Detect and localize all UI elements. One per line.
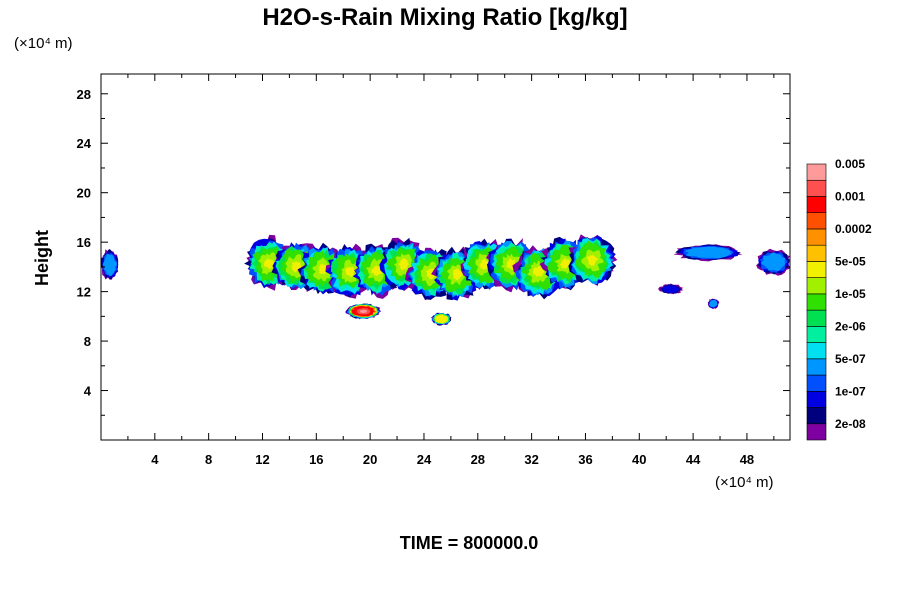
- colorbar: 2e-08 1e-07 5e-07 2e-06 1e-05 5e-05 0.0002 0.00…: [806, 157, 872, 441]
- rain-contour-cell: [434, 314, 449, 324]
- x-tick-label: 4: [151, 452, 159, 467]
- rain-contour-cell: [684, 246, 733, 259]
- x-unit-label: (×10⁴ m): [715, 474, 774, 491]
- rain-contour-cell: [479, 258, 489, 270]
- rain-contour-cell: [660, 285, 680, 294]
- colorbar-label: 1e-07: [835, 384, 866, 398]
- time-label: TIME = 800000.0: [400, 533, 539, 553]
- x-tick-label: 24: [417, 452, 432, 467]
- y-tick-label: 20: [77, 186, 91, 201]
- y-tick-label: 12: [77, 285, 91, 300]
- x-tick-label: 20: [363, 452, 377, 467]
- colorbar-swatch: [806, 277, 827, 295]
- colorbar-label: 0.001: [835, 189, 865, 203]
- rain-contour-cell: [102, 253, 117, 277]
- plot-frame: [100, 73, 791, 441]
- y-tick-label: 8: [84, 334, 91, 349]
- colorbar-label: 0.0002: [835, 222, 872, 236]
- colorbar-label: 0.005: [835, 157, 865, 171]
- colorbar-swatch: [806, 407, 827, 425]
- colorbar-swatch: [806, 228, 827, 246]
- colorbar-swatch: [806, 390, 827, 408]
- colorbar-swatch: [806, 196, 827, 214]
- rain-contour-cell: [371, 265, 383, 277]
- rain-field: [101, 234, 790, 326]
- colorbar-swatch: [806, 374, 827, 392]
- y-tick-label: 24: [77, 136, 92, 151]
- colorbar-label: 1e-05: [835, 287, 866, 301]
- rain-contour-cell: [709, 299, 718, 308]
- colorbar-swatch: [806, 163, 827, 181]
- x-tick-label: 44: [686, 452, 701, 467]
- y-tick-label: 28: [77, 87, 91, 102]
- colorbar-swatch: [806, 244, 827, 262]
- x-tick-label: 12: [255, 452, 269, 467]
- x-tick-label: 28: [471, 452, 485, 467]
- rain-contour-cell: [760, 252, 786, 271]
- rain-contour-cell: [263, 258, 275, 269]
- colorbar-label: 2e-06: [835, 319, 866, 333]
- colorbar-swatch: [806, 179, 827, 197]
- rain-contour-cell: [318, 263, 329, 275]
- x-tick-label: 16: [309, 452, 323, 467]
- x-tick-label: 48: [740, 452, 754, 467]
- colorbar-label: 5e-07: [835, 352, 866, 366]
- y-tick-label: 16: [77, 235, 91, 250]
- x-tick-label: 8: [205, 452, 212, 467]
- y-unit-label: (×10⁴ m): [14, 35, 73, 52]
- x-tick-label: 40: [632, 452, 646, 467]
- colorbar-swatch: [806, 212, 827, 230]
- x-tick-label: 36: [578, 452, 592, 467]
- chart-title: H2O-s-Rain Mixing Ratio [kg/kg]: [262, 4, 627, 31]
- y-axis-label: Height: [32, 230, 52, 286]
- colorbar-swatch: [806, 342, 827, 360]
- rain-contour-cell: [452, 268, 463, 281]
- x-tick-label: 32: [524, 452, 538, 467]
- colorbar-swatch: [806, 326, 827, 343]
- colorbar-swatch: [806, 423, 827, 441]
- colorbar-label: 2e-08: [835, 417, 866, 431]
- rain-contour-cell: [587, 254, 598, 267]
- colorbar-swatch: [806, 358, 827, 376]
- rain-contour-cell: [532, 266, 544, 278]
- rain-contour-cell: [559, 257, 571, 270]
- rain-contour-cell: [398, 258, 409, 271]
- colorbar-swatch: [806, 309, 827, 327]
- colorbar-swatch: [806, 261, 827, 278]
- rain-contour-cell: [344, 266, 356, 278]
- y-tick-label: 4: [84, 384, 92, 399]
- rain-contour-cell: [360, 309, 367, 314]
- colorbar-swatch: [806, 293, 827, 311]
- colorbar-label: 5e-05: [835, 254, 866, 268]
